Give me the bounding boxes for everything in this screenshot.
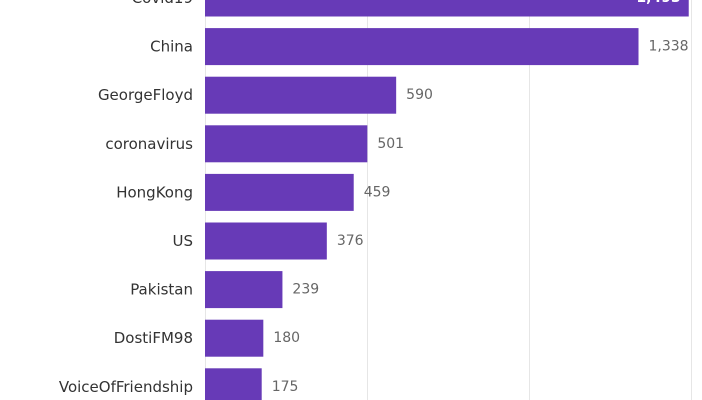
category-label: US — [172, 232, 193, 250]
category-label: Pakistan — [130, 281, 193, 299]
category-label: GeorgeFloyd — [98, 86, 193, 104]
value-label: 376 — [337, 233, 364, 249]
value-label: 590 — [406, 87, 433, 103]
bar-georgefloyd — [205, 76, 397, 114]
bar-hongkong — [205, 173, 354, 211]
category-label: HongKong — [116, 183, 193, 201]
bars — [205, 0, 689, 400]
bar-coronavirus — [205, 125, 368, 163]
value-label: 459 — [364, 184, 391, 200]
bar-china — [205, 28, 639, 66]
category-label: Covid19 — [132, 0, 193, 7]
value-label: 501 — [377, 136, 404, 152]
value-label: 239 — [292, 282, 319, 298]
bar-pakistan — [205, 271, 283, 309]
bar-voiceoffriendship — [205, 368, 262, 400]
bar-dostifm98 — [205, 319, 264, 357]
bar-us — [205, 222, 327, 260]
value-labels: 1,493 1,338 590 501 459 376 239 180 175 — [272, 0, 689, 395]
category-label: VoiceOfFriendship — [59, 378, 193, 396]
value-label: 1,338 — [649, 39, 689, 55]
category-labels: Covid19 China GeorgeFloyd coronavirus HongKo… — [59, 0, 193, 396]
category-label: DostiFM98 — [114, 329, 193, 347]
category-label: coronavirus — [105, 135, 193, 153]
bar-covid19 — [205, 0, 689, 17]
value-label: 1,493 — [636, 0, 680, 6]
value-label: 180 — [273, 330, 300, 346]
category-label: China — [150, 38, 193, 56]
value-label: 175 — [272, 379, 299, 395]
